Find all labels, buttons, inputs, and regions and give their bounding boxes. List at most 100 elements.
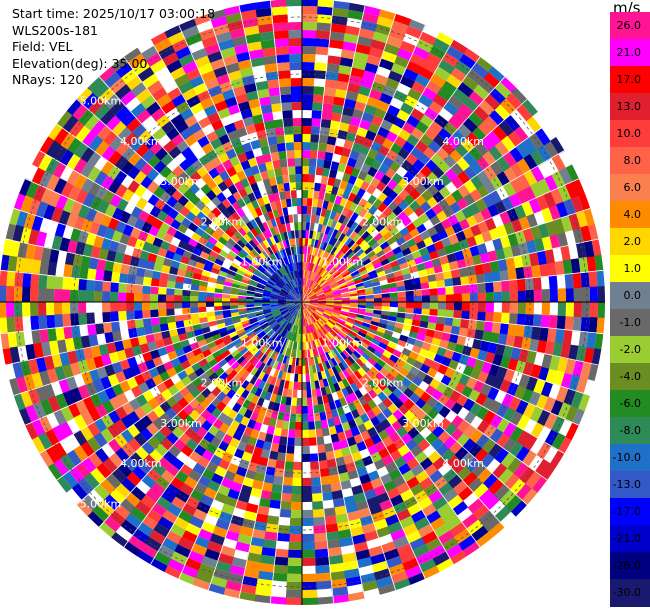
ray-separator (150, 336, 283, 565)
colorbar-tick-label: 17.0 (616, 72, 642, 86)
ray-separator (76, 98, 273, 276)
ray-separator (325, 334, 481, 548)
ray-separator (5, 309, 263, 366)
range-ring-label: 5.00km (80, 94, 122, 107)
ray-separator (5, 238, 263, 295)
range-ring-label: 2.00km (201, 377, 243, 390)
ray-separator (98, 331, 276, 528)
velocity-cell-group (24, 20, 584, 566)
range-ring-label: 1.00km (241, 256, 283, 269)
diagonal-grid-line (87, 87, 517, 517)
range-ring-label: 2.00km (362, 377, 404, 390)
colorbar-tick-label: -1.0 (619, 315, 641, 329)
colorbar-segment (610, 147, 650, 175)
ray-separator (150, 39, 283, 268)
range-grid (0, 0, 605, 605)
velocity-cell-group (0, 9, 605, 589)
velocity-cell-group (0, 9, 602, 606)
colorbar-tick-label: -30.0 (612, 585, 641, 599)
colorbar-segment (610, 444, 650, 472)
colorbar-tick-label: 8.0 (623, 153, 642, 167)
ray-separator (309, 5, 366, 263)
velocity-cell-group (28, 5, 599, 584)
velocity-cell-group (9, 21, 591, 588)
start-time-text: Start time: 2025/10/17 03:00:18 (12, 6, 216, 21)
colorbar-segment (610, 228, 650, 256)
colorbar-segment (610, 525, 650, 553)
colorbar-tick-label: 4.0 (623, 207, 642, 221)
ray-separator (238, 5, 295, 263)
ray-separator (328, 331, 506, 528)
ray-separator (339, 313, 591, 397)
ray-separator (39, 321, 268, 454)
range-ring-labels: 1.00km 1.00km 1.00km 1.00km 2.00km 2.00km 2.00… (80, 94, 484, 510)
ray-separator (39, 150, 268, 283)
range-ring-label: 3.00km (160, 175, 202, 188)
ray-separator (98, 76, 276, 273)
field-text: Field: VEL (12, 39, 73, 54)
ray-separator (13, 313, 265, 397)
ray-separator (25, 317, 266, 426)
colorbar-tick-label: 2.0 (623, 234, 642, 248)
range-ring-label: 4.00km (120, 135, 162, 148)
ray-separator (317, 25, 426, 266)
ray-separator (334, 325, 548, 481)
ray-separator (0, 269, 263, 299)
colorbar-segment (610, 471, 650, 499)
ray-separator (331, 98, 528, 276)
colorbar-segment (610, 579, 650, 607)
ray-separator (178, 338, 287, 579)
colorbar-segment (610, 552, 650, 580)
colorbar-segment (610, 390, 650, 418)
ray-separator (341, 238, 599, 295)
ray-separator (313, 339, 397, 591)
scan-info: Start time: 2025/10/17 03:00:18 WLS200s-… (12, 6, 215, 89)
ppi-velocity-plot: 1.00km 1.00km 1.00km 1.00km 2.00km 2.00km 2.00… (0, 0, 606, 606)
ray-separator (309, 341, 366, 599)
range-ring-label: 1.00km (322, 336, 364, 349)
colorbar-tick-label: 13.0 (616, 99, 642, 113)
colorbar-tick-label: -6.0 (619, 396, 641, 410)
range-ring-label: 1.00km (241, 336, 283, 349)
range-ring-label: 2.00km (201, 215, 243, 228)
ray-separator (123, 56, 279, 270)
ray-separator (269, 0, 299, 263)
colorbar-tick-label: -21.0 (612, 531, 641, 545)
colorbar-tick-label: -8.0 (619, 423, 641, 437)
ray-separator (305, 341, 335, 604)
station-name-text: WLS200s-181 (12, 22, 98, 38)
ray-separator (76, 328, 273, 506)
colorbar-segment (610, 12, 650, 40)
range-ring-label: 5.00km (80, 498, 122, 511)
range-ring-label: 3.00km (402, 417, 444, 430)
colorbar-segment (610, 93, 650, 121)
colorbar-segment (610, 120, 650, 148)
ray-separator (328, 76, 506, 273)
colorbar-tick-label: -2.0 (619, 342, 641, 356)
colorbar-segment (610, 174, 650, 202)
ray-separator (331, 328, 528, 506)
colorbar-segment (610, 417, 650, 445)
colorbar-tick-label: 0.0 (623, 288, 642, 302)
range-ring-label: 4.00km (442, 457, 484, 470)
velocity-cell-group (32, 19, 589, 569)
colorbar-segment (610, 363, 650, 391)
colorbar-tick-label: -26.0 (612, 558, 641, 572)
range-ring-label: 3.00km (402, 175, 444, 188)
ray-separator (56, 325, 270, 481)
ray-separator (238, 341, 295, 599)
ray-separator (339, 207, 591, 291)
ray-separator (178, 25, 287, 266)
elevation-text: Elevation(deg): 35.00 (12, 55, 148, 71)
ray-separator (13, 207, 265, 291)
ray-separator (336, 150, 565, 283)
colorbar-segment (610, 336, 650, 364)
ray-separator (338, 178, 579, 287)
colorbar-tick-label: -17.0 (612, 504, 641, 518)
range-ring-label: 4.00km (442, 135, 484, 148)
colorbar-segment (610, 309, 650, 337)
colorbar-segment (610, 66, 650, 94)
ray-separator (305, 0, 335, 263)
range-ring-label: 4.00km (120, 457, 162, 470)
ray-separator (123, 334, 279, 548)
